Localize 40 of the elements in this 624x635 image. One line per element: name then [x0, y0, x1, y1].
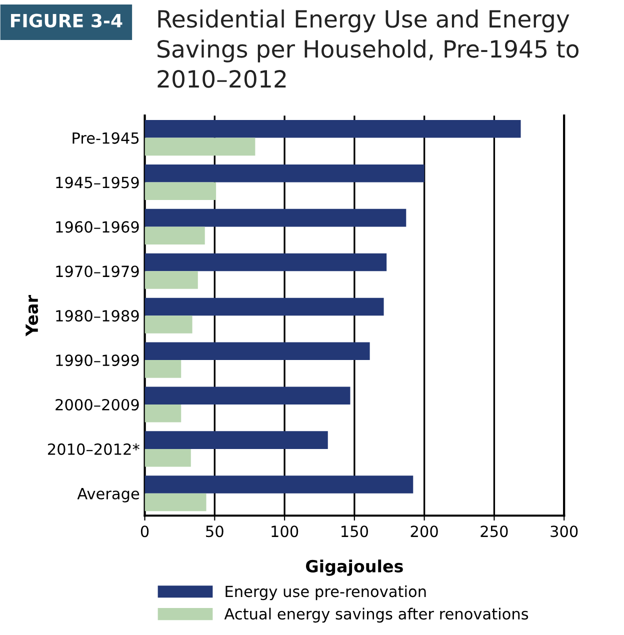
bar [144, 226, 205, 244]
bar [144, 493, 206, 512]
legend-label: Energy use pre-renovation [226, 585, 426, 600]
x-axis-title: Gigajoules [306, 560, 403, 576]
y-tick-label: 2000–2009 [56, 398, 139, 411]
bar [144, 476, 414, 494]
bar [144, 138, 256, 156]
x-tick-label: 100 [272, 526, 298, 538]
x-tick-label: 50 [206, 526, 224, 538]
x-tick-label: 200 [410, 526, 438, 538]
bar [144, 164, 424, 182]
bar [144, 182, 216, 200]
x-tick-label: 300 [550, 526, 578, 538]
bar [144, 298, 384, 316]
y-tick-label: 1945–1959 [56, 176, 139, 188]
legend-label: Actual energy savings after renovations [224, 608, 528, 623]
bar [144, 271, 198, 289]
bar [144, 120, 521, 138]
bar [144, 431, 328, 449]
y-tick-label: 1980–1989 [56, 310, 139, 322]
y-tick-label: Average [77, 488, 140, 502]
y-tick-label: 2010–2012* [48, 443, 140, 455]
bar [144, 448, 191, 467]
bar [144, 404, 182, 422]
bar [144, 208, 406, 227]
x-tick-label: 150 [342, 526, 368, 538]
x-tick-label: 0 [140, 526, 149, 538]
caption: FIGURE 3-4 [11, 14, 122, 28]
y-tick-label: 1990–1999 [56, 354, 139, 366]
y-axis-title: Year [26, 294, 38, 336]
y-tick-label: 1970–1979 [56, 266, 139, 278]
bar [144, 342, 370, 360]
x-tick-label: 250 [480, 526, 508, 538]
bar [144, 360, 182, 378]
bar [144, 316, 192, 334]
bar [144, 253, 387, 272]
bar [144, 386, 350, 404]
y-tick-label: Pre-1945 [72, 132, 139, 144]
chart-title: Residential Energy Use and Energy Savings per Household, Pre-1945 to 2010–2012 [158, 10, 578, 88]
y-tick-label: 1960–1969 [56, 221, 139, 233]
